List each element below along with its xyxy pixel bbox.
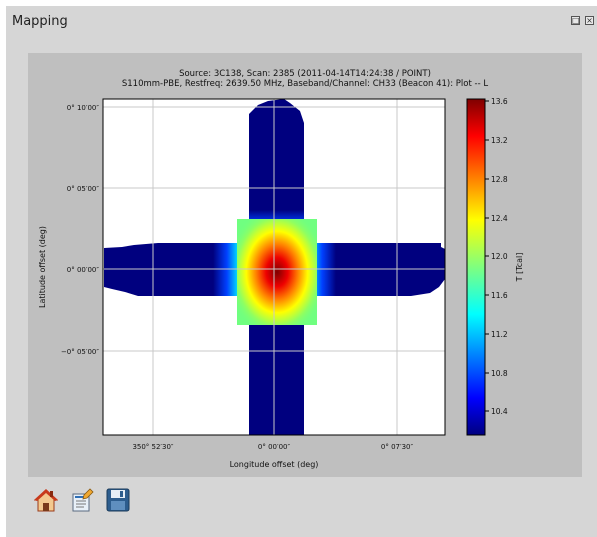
settings-edit-icon[interactable] <box>70 487 94 513</box>
colorbar-tick-label: 12.8 <box>491 175 508 184</box>
y-tick-label: 0° 05′00″ <box>67 185 100 193</box>
home-icon[interactable] <box>33 487 59 513</box>
heatmap <box>104 99 445 435</box>
y-axis-label: Latitude offset (deg) <box>38 226 47 308</box>
colorbar-tick-label: 10.4 <box>491 407 508 416</box>
close-icon[interactable]: × <box>585 16 594 25</box>
x-tick-label: 0° 07′30″ <box>381 443 414 451</box>
grid-lines <box>103 99 445 435</box>
colorbar <box>466 98 486 436</box>
y-tick-label: 0° 00′00″ <box>67 266 100 274</box>
colorbar-tick-label: 11.6 <box>491 291 508 300</box>
window-title: Mapping <box>12 14 68 29</box>
plot-title-line1: Source: 3C138, Scan: 2385 (2011-04-14T14… <box>179 69 431 79</box>
colorbar-tick-label: 13.6 <box>491 97 508 106</box>
save-icon[interactable] <box>106 487 130 513</box>
colorbar-ticks <box>485 100 489 412</box>
colorbar-tick-label: 11.2 <box>491 330 508 339</box>
colorbar-tick-label: 12.0 <box>491 252 508 261</box>
colorbar-label: T [Tcal] <box>515 253 524 283</box>
colorbar-tick-label: 13.2 <box>491 136 508 145</box>
plot-title-line2: S110mm-PBE, Restfreq: 2639.50 MHz, Baseb… <box>121 79 489 89</box>
mapping-panel: Mapping □ × Source: 3C138, Scan: 2385 (2… <box>6 6 597 537</box>
plot-svg: 350° 52′30″ 0° 00′00″ 0° 07′30″ Longitud… <box>38 97 524 469</box>
y-tick-label: −0° 05′00″ <box>61 348 99 356</box>
axes-frame <box>102 98 446 436</box>
colorbar-tick-label: 12.4 <box>491 214 508 223</box>
x-axis-label: Longitude offset (deg) <box>230 460 319 469</box>
restore-icon[interactable]: □ <box>571 16 580 25</box>
heatmap-peak <box>237 219 317 325</box>
plot-area: Source: 3C138, Scan: 2385 (2011-04-14T14… <box>28 53 582 477</box>
x-tick-label: 350° 52′30″ <box>132 443 173 451</box>
x-tick-label: 0° 00′00″ <box>258 443 291 451</box>
y-tick-label: 0° 10′00″ <box>67 104 100 112</box>
colorbar-tick-label: 10.8 <box>491 369 508 378</box>
